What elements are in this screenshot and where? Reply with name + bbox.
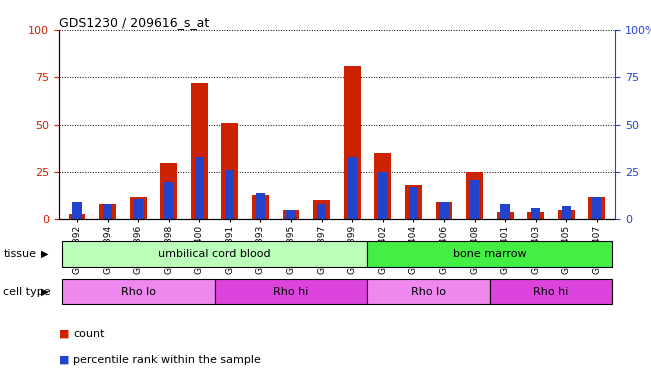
Bar <box>103 204 112 219</box>
Text: percentile rank within the sample: percentile rank within the sample <box>73 355 261 365</box>
Text: umbilical cord blood: umbilical cord blood <box>158 249 271 259</box>
Bar <box>501 204 510 219</box>
Bar <box>160 163 177 219</box>
Bar <box>367 279 490 304</box>
Text: GDS1230 / 209616_s_at: GDS1230 / 209616_s_at <box>59 16 209 29</box>
Bar <box>589 196 605 219</box>
Bar <box>286 210 296 219</box>
Bar <box>527 212 544 219</box>
Bar <box>256 193 265 219</box>
Text: count: count <box>73 329 104 339</box>
Bar <box>378 172 387 219</box>
Text: ▶: ▶ <box>41 287 49 297</box>
Bar <box>374 153 391 219</box>
Bar <box>99 204 116 219</box>
Text: ■: ■ <box>59 355 69 365</box>
Bar <box>592 196 602 219</box>
Text: bone marrow: bone marrow <box>453 249 527 259</box>
Text: Rho lo: Rho lo <box>411 286 446 297</box>
Bar <box>68 214 85 219</box>
Bar <box>531 208 540 219</box>
Bar <box>225 170 234 219</box>
Text: Rho hi: Rho hi <box>533 286 569 297</box>
Bar <box>490 279 612 304</box>
Bar <box>191 83 208 219</box>
Bar <box>405 185 422 219</box>
Bar <box>439 202 449 219</box>
Bar <box>195 157 204 219</box>
Bar <box>215 279 367 304</box>
Bar <box>133 198 143 219</box>
Bar <box>348 157 357 219</box>
Bar <box>72 202 81 219</box>
Bar <box>470 180 479 219</box>
Bar <box>367 242 612 267</box>
Bar <box>164 182 173 219</box>
Text: ■: ■ <box>59 329 69 339</box>
Bar <box>558 210 575 219</box>
Bar <box>466 172 483 219</box>
Bar <box>62 279 215 304</box>
Bar <box>317 204 326 219</box>
Text: Rho hi: Rho hi <box>273 286 309 297</box>
Bar <box>344 66 361 219</box>
Text: tissue: tissue <box>3 249 36 259</box>
Text: Rho lo: Rho lo <box>120 286 156 297</box>
Bar <box>409 187 418 219</box>
Bar <box>252 195 269 219</box>
Bar <box>130 196 146 219</box>
Bar <box>562 206 571 219</box>
Bar <box>497 212 514 219</box>
Bar <box>62 242 367 267</box>
Bar <box>283 210 299 219</box>
Bar <box>221 123 238 219</box>
Text: ▶: ▶ <box>41 249 49 259</box>
Bar <box>313 200 330 219</box>
Text: cell type: cell type <box>3 287 51 297</box>
Bar <box>436 202 452 219</box>
